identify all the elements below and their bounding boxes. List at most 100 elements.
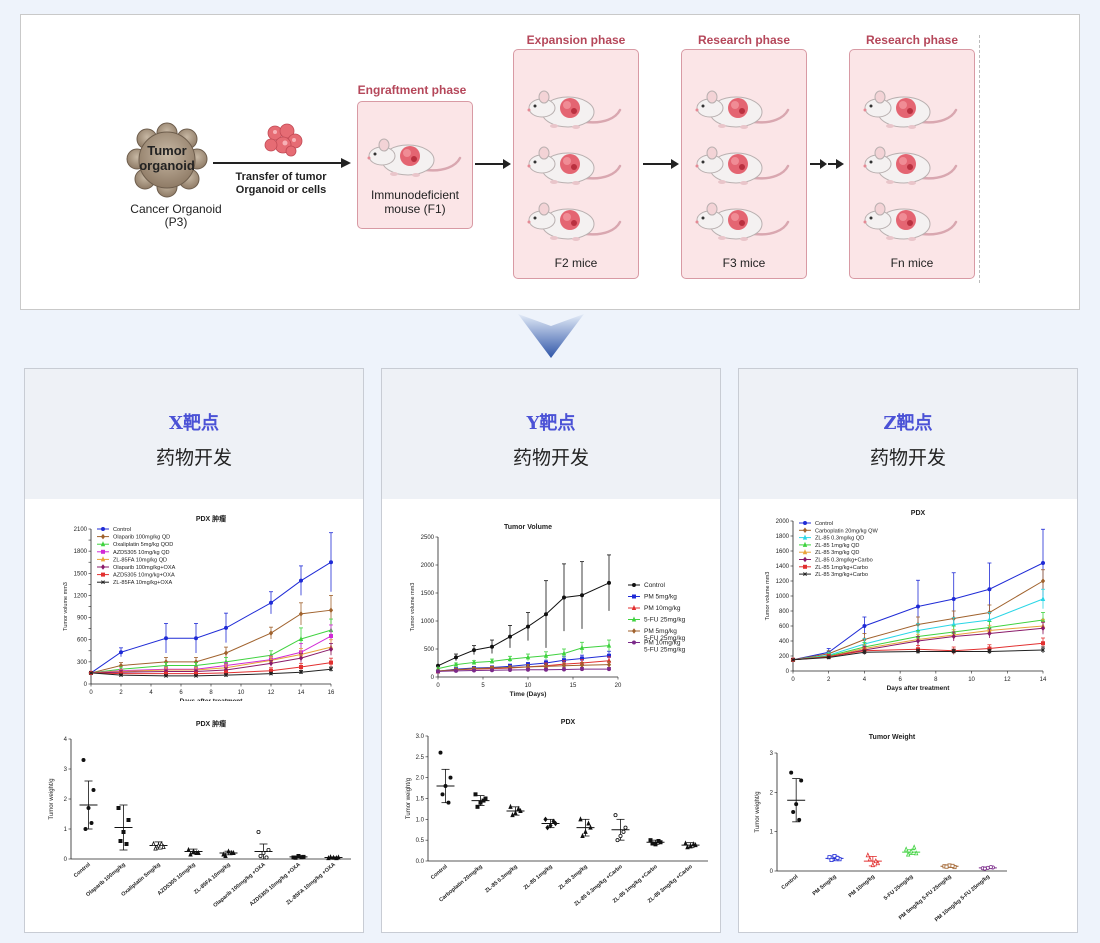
chart-title: PDX bbox=[561, 719, 576, 726]
data-point bbox=[86, 806, 91, 811]
series-line bbox=[90, 662, 332, 675]
legend-label: Control bbox=[113, 527, 131, 533]
category-4 bbox=[940, 863, 959, 870]
data-point bbox=[870, 861, 876, 868]
legend-label: ZL-85 0.3mg/kg QD bbox=[815, 536, 864, 542]
y-tick-label: 600 bbox=[779, 624, 790, 630]
data-point bbox=[987, 587, 992, 592]
data-point bbox=[101, 526, 106, 531]
data-point bbox=[188, 851, 193, 857]
organoid-label-line1: Tumor bbox=[147, 143, 187, 158]
organoid-caption-line2: (P3) bbox=[164, 215, 188, 229]
data-point bbox=[91, 788, 96, 793]
data-point bbox=[631, 616, 637, 622]
data-point bbox=[988, 865, 993, 870]
data-point bbox=[606, 642, 612, 648]
data-point bbox=[579, 667, 584, 672]
x-tick-label: 10 bbox=[525, 683, 532, 689]
data-point bbox=[606, 580, 611, 585]
data-point bbox=[508, 667, 513, 672]
x-tick-label: 4 bbox=[863, 677, 867, 683]
data-point bbox=[224, 673, 228, 678]
data-point bbox=[951, 649, 956, 654]
legend-label: ZL-85 0.3mg/kg+Carbo bbox=[815, 558, 873, 564]
legend-label: Oxaliplatin 5mg/kg QOD bbox=[113, 542, 173, 548]
data-point bbox=[789, 770, 794, 775]
data-point bbox=[119, 650, 124, 655]
x-tick-label: 2 bbox=[827, 677, 831, 683]
data-point bbox=[648, 838, 653, 843]
category-label: 5-FU 25mg/kg bbox=[883, 874, 914, 902]
category-1 bbox=[114, 804, 133, 851]
y-axis-label: Tumor weight/g bbox=[406, 778, 412, 819]
category-5 bbox=[254, 830, 273, 860]
legend-label: ZL-85FA 10mg/kg+OXA bbox=[113, 580, 172, 586]
y-tick-label: 1600 bbox=[776, 549, 790, 555]
category-5 bbox=[978, 865, 997, 871]
category-3 bbox=[541, 816, 560, 831]
x-tick-label: 16 bbox=[328, 690, 335, 696]
data-point bbox=[299, 670, 303, 675]
data-point bbox=[223, 852, 228, 859]
data-point bbox=[100, 556, 106, 562]
y-target-card: Y靶点 药物开发 Tumor Volume 0 500 1000 1500 2000 250… bbox=[381, 368, 721, 933]
data-point bbox=[475, 804, 480, 809]
legend-label: Control bbox=[644, 582, 666, 589]
data-point bbox=[100, 541, 106, 547]
data-point bbox=[631, 640, 636, 645]
chart-title: Tumor Weight bbox=[869, 734, 916, 741]
y-tick-label: 0 bbox=[84, 682, 88, 688]
data-point bbox=[510, 812, 515, 818]
category-label: ZL-85 0.3mg/kg bbox=[484, 864, 519, 894]
data-point bbox=[516, 805, 521, 811]
data-point bbox=[588, 824, 593, 830]
category-0 bbox=[787, 770, 806, 823]
y-tick-label: 1.5 bbox=[416, 797, 425, 803]
series-line bbox=[90, 629, 332, 674]
data-point bbox=[473, 792, 478, 797]
data-point bbox=[951, 621, 956, 627]
data-point bbox=[329, 667, 333, 672]
data-point bbox=[606, 667, 611, 672]
data-point bbox=[551, 818, 556, 825]
x-tick-label: 6 bbox=[179, 690, 183, 696]
data-point bbox=[618, 834, 623, 839]
y-tick-label: 4 bbox=[64, 737, 68, 743]
data-point bbox=[163, 636, 168, 641]
y-tick-label: 2 bbox=[770, 790, 774, 796]
data-point bbox=[100, 533, 106, 540]
data-point bbox=[631, 628, 637, 634]
category-label: ZL-85FA 10mg/kg bbox=[193, 862, 232, 896]
data-point bbox=[987, 616, 992, 622]
data-point bbox=[1041, 648, 1045, 652]
y-tick-label: 2500 bbox=[421, 535, 435, 541]
data-point bbox=[1040, 561, 1045, 566]
data-point bbox=[1040, 641, 1045, 646]
data-point bbox=[161, 843, 166, 850]
card-header: Y靶点 药物开发 bbox=[382, 369, 720, 499]
category-3 bbox=[902, 844, 921, 857]
data-point bbox=[951, 597, 956, 602]
legend-label: ZL-85 3mg/kg+Carbo bbox=[815, 572, 868, 578]
y-tick-label: 1000 bbox=[776, 594, 790, 600]
research-phase-title: Research phase bbox=[697, 33, 791, 47]
organoid-label: Tumor organoid bbox=[125, 143, 209, 173]
series-7 bbox=[791, 646, 1045, 662]
y-axis-label: Tumor weight/g bbox=[49, 778, 55, 819]
legend-label: ZL-85FA 10mg/kg QD bbox=[113, 557, 167, 563]
data-point bbox=[791, 810, 796, 815]
data-point bbox=[221, 851, 226, 857]
mouse-icon bbox=[526, 201, 622, 243]
y-axis-label: Tumor volume mm3 bbox=[410, 583, 416, 632]
double-arrow-icon bbox=[810, 159, 844, 169]
data-point bbox=[269, 671, 273, 676]
data-point bbox=[121, 830, 126, 835]
engraftment-phase-box: Immunodeficient mouse (F1) bbox=[357, 101, 473, 229]
card-header: Z靶点 药物开发 bbox=[739, 369, 1077, 499]
series-0 bbox=[89, 532, 333, 675]
data-point bbox=[794, 802, 799, 807]
data-point bbox=[436, 669, 441, 674]
legend-label: 5-FU 25mg/kg bbox=[644, 617, 686, 624]
y-tick-label: 0 bbox=[431, 675, 435, 681]
